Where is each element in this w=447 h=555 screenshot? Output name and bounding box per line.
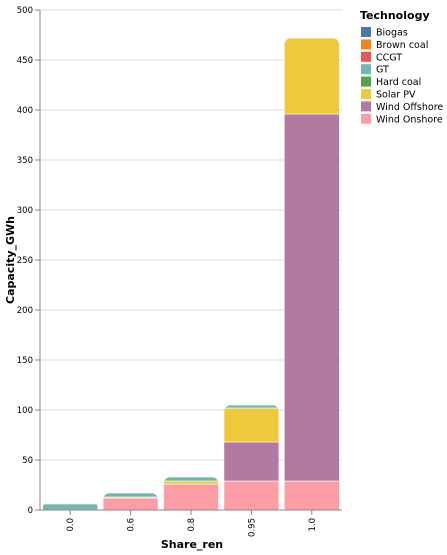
legend-swatch-ccgt xyxy=(361,51,371,62)
bar-segment-solar-pv-1.0 xyxy=(284,38,340,115)
legend-swatch-biogas xyxy=(361,27,371,37)
x-tick-label: 0.95 xyxy=(247,518,257,537)
legend-swatch-wind-offshore xyxy=(361,101,371,112)
legend-swatch-brown-coal xyxy=(361,39,371,50)
legend-swatch-solar-pv xyxy=(361,89,371,99)
x-tick-label: 0.8 xyxy=(187,518,197,532)
bar-segment-gt-0.95 xyxy=(223,405,279,409)
legend-label: CCGT xyxy=(376,52,402,63)
y-tick-label: 250 xyxy=(17,256,33,266)
legend-title: Technology xyxy=(360,9,430,22)
x-tick-label: 1.0 xyxy=(308,518,318,532)
bar-segment-wind-onshore-1.0 xyxy=(284,480,340,510)
y-tick-label: 150 xyxy=(17,356,33,366)
bar-stack-0.8 xyxy=(163,477,219,510)
y-tick-label: 500 xyxy=(17,6,33,16)
y-axis: 0 50 100 150 200 250 300 350 400 450 500 xyxy=(17,6,41,516)
y-tick-label: 350 xyxy=(17,156,33,166)
bar-segment-wind-onshore-0.95 xyxy=(223,480,279,510)
legend-label: GT xyxy=(376,65,389,76)
y-tick-label: 300 xyxy=(17,206,33,216)
bar-segment-solar-pv-0.95 xyxy=(223,407,279,443)
bar-stack-0.6 xyxy=(103,493,159,510)
bar-stack-1.0 xyxy=(284,38,340,510)
legend-swatch-gt xyxy=(361,64,371,75)
bar-stack-0.0 xyxy=(42,504,98,510)
bar-segment-solar-pv-0.8 xyxy=(163,480,219,485)
y-tick-label: 200 xyxy=(17,306,33,316)
y-tick-label: 400 xyxy=(17,106,33,116)
bar-segment-wind-onshore-0.8 xyxy=(163,483,219,510)
x-axis: 0.0 0.6 0.8 0.95 1.0 xyxy=(40,509,342,537)
bar-segment-wind-onshore-0.6 xyxy=(103,497,159,510)
x-tick-label: 0.0 xyxy=(66,518,76,532)
bars xyxy=(42,38,340,510)
y-tick-label: 450 xyxy=(17,56,33,66)
legend-label: Hard coal xyxy=(376,77,421,88)
legend-swatch-wind-onshore xyxy=(361,113,371,124)
legend-label: Brown coal xyxy=(376,40,428,51)
y-tick-label: 100 xyxy=(17,406,33,416)
bar-segment-wind-offshore-0.95 xyxy=(223,441,279,482)
x-axis-title: Share_ren xyxy=(161,538,223,551)
legend-label: Wind Offshore xyxy=(376,102,443,113)
legend-swatch-hard-coal xyxy=(361,76,371,87)
bar-segment-wind-offshore-1.0 xyxy=(284,113,340,482)
bar-segment-gt-0.0 xyxy=(42,504,98,510)
y-axis-title: Capacity_GWh xyxy=(4,216,17,304)
y-tick-label: 0 xyxy=(28,506,33,516)
bar-segment-gt-0.8 xyxy=(163,477,219,482)
bar-stack-0.95 xyxy=(223,405,279,510)
legend-label: Solar PV xyxy=(376,90,416,101)
x-tick-label: 0.6 xyxy=(127,518,137,532)
bar-segment-gt-0.6 xyxy=(103,493,159,498)
y-tick-label: 50 xyxy=(22,456,33,466)
legend-label: Wind Onshore xyxy=(376,114,443,125)
legend-label: Biogas xyxy=(376,28,408,39)
